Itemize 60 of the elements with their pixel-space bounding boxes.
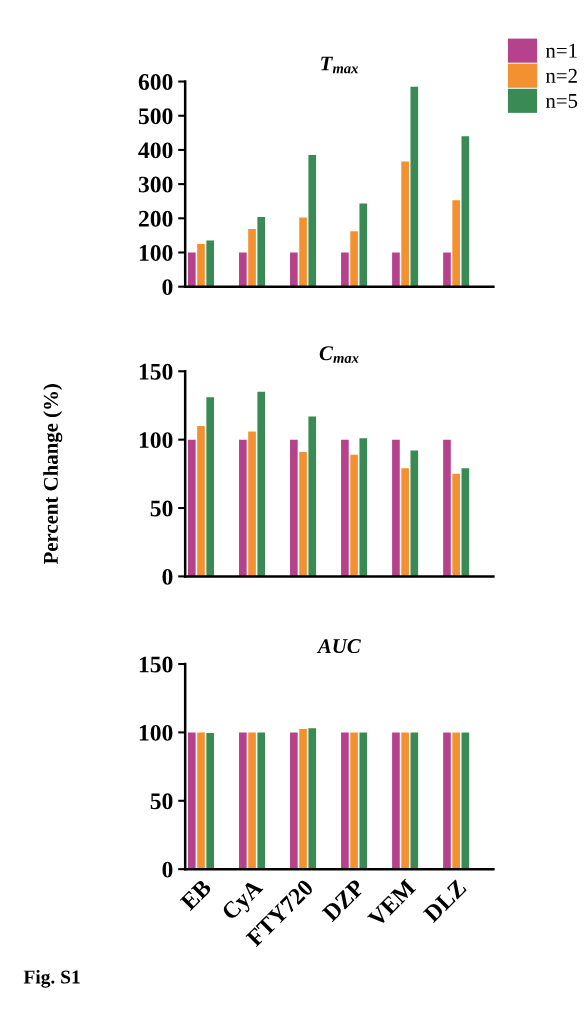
bar — [461, 136, 470, 287]
bar — [239, 439, 247, 577]
bar — [187, 252, 196, 287]
y-tick-label: 600 — [138, 74, 173, 90]
bar — [308, 155, 317, 287]
y-tick-label: 0 — [162, 568, 173, 585]
bar — [257, 391, 266, 577]
legend-label: n=2 — [545, 68, 577, 83]
bar — [197, 243, 205, 287]
y-tick-label: 150 — [139, 656, 173, 673]
bar — [197, 425, 205, 577]
bar — [392, 439, 400, 577]
bar — [401, 161, 409, 287]
bar — [350, 454, 358, 577]
bar — [206, 240, 215, 287]
y-tick-label: 0 — [162, 861, 173, 878]
bar — [257, 216, 266, 287]
bar — [401, 468, 409, 577]
bar — [299, 217, 307, 287]
y-tick-label: 100 — [139, 432, 173, 449]
bar — [392, 252, 400, 287]
bar — [443, 439, 451, 577]
chart-title: AUC — [316, 639, 361, 654]
y-tick-label: 200 — [138, 210, 173, 227]
bar — [452, 473, 460, 577]
y-tick-label: 50 — [150, 500, 173, 517]
bar — [290, 252, 298, 287]
y-axis-title: Percent Change (%) — [43, 384, 63, 565]
bar — [359, 438, 368, 577]
bar — [248, 431, 256, 577]
x-tick-label: EB — [179, 878, 213, 912]
bar — [461, 468, 470, 577]
bar — [308, 416, 317, 577]
bar — [341, 439, 349, 577]
bar — [410, 450, 419, 577]
bar — [299, 451, 307, 577]
y-tick-label: 100 — [139, 244, 173, 261]
chart-title: C$_{max}$ — [319, 346, 359, 364]
y-tick-label: 400 — [138, 142, 173, 159]
bar — [410, 86, 419, 287]
bar — [359, 203, 368, 287]
legend-label: n=5 — [545, 94, 578, 108]
y-tick-label: 0 — [162, 279, 173, 296]
bar — [290, 439, 298, 577]
bar — [187, 439, 196, 577]
y-tick-label: 300 — [138, 176, 173, 193]
legend-label: n=1 — [545, 43, 577, 58]
y-tick-label: 500 — [138, 108, 173, 125]
bar — [248, 228, 256, 287]
y-tick-label: 100 — [139, 724, 173, 741]
bar — [341, 252, 349, 287]
chart-title: T$_{max}$ — [321, 56, 359, 74]
bar — [239, 252, 247, 287]
bar — [452, 200, 460, 287]
y-tick-label: 50 — [150, 793, 173, 810]
y-tick-label: 150 — [139, 363, 173, 380]
bar — [350, 231, 358, 287]
bar — [206, 397, 215, 577]
bar — [443, 252, 451, 287]
caption: Fig. S1 — [23, 969, 80, 988]
